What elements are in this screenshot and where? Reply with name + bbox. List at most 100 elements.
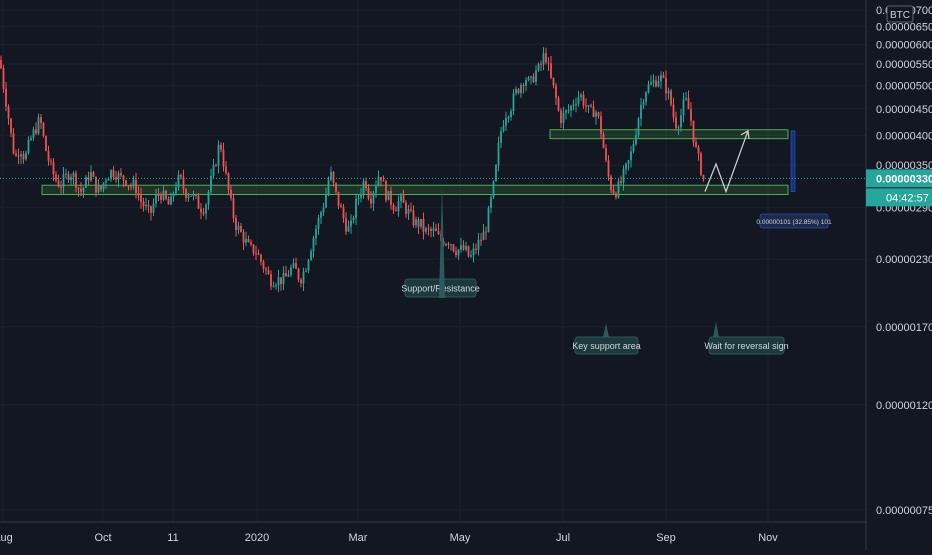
candle-body xyxy=(65,173,67,175)
candle-body xyxy=(127,185,130,187)
candle-body xyxy=(652,80,655,83)
candle-body xyxy=(227,173,230,190)
candle-body xyxy=(192,194,195,197)
candle-body xyxy=(597,112,600,117)
candle-body xyxy=(632,144,635,152)
reversal-callout-pointer xyxy=(713,322,719,337)
candle-body xyxy=(502,125,505,132)
candle-body xyxy=(172,193,175,197)
candle-body xyxy=(702,174,705,179)
candle-body xyxy=(355,198,357,218)
candle-body xyxy=(220,144,222,150)
key-support-callout-pointer xyxy=(603,323,609,337)
candle-body xyxy=(432,228,435,231)
candle-body xyxy=(480,239,482,241)
candle-body xyxy=(660,75,662,82)
candle-body xyxy=(570,106,572,111)
candle-body xyxy=(515,89,517,94)
candle-body xyxy=(557,98,560,111)
candle-body xyxy=(410,209,412,211)
candle-body xyxy=(32,129,35,139)
candle-body xyxy=(152,203,155,213)
candle-body xyxy=(165,190,167,199)
candle-body xyxy=(72,173,75,177)
candle-body xyxy=(147,204,150,207)
candle-body xyxy=(2,68,5,89)
candle-body xyxy=(62,174,65,187)
candle-body xyxy=(157,194,160,196)
candle-body xyxy=(470,255,472,257)
candle-body xyxy=(655,80,657,87)
candle-body xyxy=(667,90,670,94)
candle-body xyxy=(592,106,595,118)
candle-body xyxy=(137,193,140,196)
candle-body xyxy=(582,94,585,106)
candle-body xyxy=(212,165,215,176)
candle-body xyxy=(642,102,645,105)
candle-body xyxy=(100,185,102,190)
candle-body xyxy=(332,171,335,183)
candle-body xyxy=(132,179,135,187)
y-tick-label: 0.00000450 xyxy=(876,104,932,116)
candle-body xyxy=(682,99,685,116)
y-tick-label: 0.00000550 xyxy=(876,59,932,71)
candle-body xyxy=(35,129,37,134)
candle-body xyxy=(225,166,227,174)
candle-body xyxy=(535,70,537,82)
candle-body xyxy=(555,85,557,99)
candle-body xyxy=(67,173,70,181)
candle-body xyxy=(395,210,397,212)
candle-body xyxy=(357,197,360,199)
candle-body xyxy=(510,111,512,118)
x-tick-label: Oct xyxy=(94,532,111,544)
x-tick-label: Sep xyxy=(656,532,676,544)
candle-body xyxy=(337,191,340,206)
candle-body xyxy=(345,218,347,232)
candle-body xyxy=(112,169,115,177)
candle-body xyxy=(347,226,350,232)
candle-body xyxy=(352,217,355,221)
candle-body xyxy=(507,117,510,119)
candle-body xyxy=(565,110,567,113)
candle-body xyxy=(567,110,570,112)
candle-body xyxy=(422,218,425,232)
candle-body xyxy=(645,92,647,103)
candle-body xyxy=(202,212,205,214)
candle-body xyxy=(665,77,667,94)
candle-body xyxy=(155,194,157,204)
currency-badge[interactable] xyxy=(886,5,914,23)
support-resistance-callout-pointer xyxy=(439,184,445,298)
candle-body xyxy=(302,271,305,284)
candle-body xyxy=(120,173,122,176)
candle-body xyxy=(525,80,527,86)
candle-body xyxy=(90,172,92,181)
candle-body xyxy=(412,210,415,226)
candle-body xyxy=(77,187,80,189)
candle-body xyxy=(430,228,432,231)
candle-body xyxy=(85,177,87,188)
candle-body xyxy=(550,63,552,78)
candle-body xyxy=(107,178,110,181)
last-price-label: 0.00000330 xyxy=(876,173,932,185)
candle-body xyxy=(15,153,17,156)
candle-body xyxy=(585,105,587,107)
candle-body xyxy=(587,105,590,107)
candle-body xyxy=(45,136,47,151)
candle-body xyxy=(522,84,525,86)
candle-body xyxy=(687,97,690,110)
candle-body xyxy=(540,63,542,65)
candle-body xyxy=(257,253,260,255)
candle-body xyxy=(575,103,577,105)
candle-body xyxy=(240,225,242,232)
currency-label: BTC xyxy=(890,10,910,21)
candle-body xyxy=(437,230,440,234)
candle-body xyxy=(595,112,597,118)
candle-body xyxy=(650,82,652,85)
candle-body xyxy=(527,77,530,81)
candle-body xyxy=(215,165,217,167)
candle-body xyxy=(670,90,672,105)
candle-body xyxy=(672,104,675,118)
candle-body xyxy=(415,219,417,226)
